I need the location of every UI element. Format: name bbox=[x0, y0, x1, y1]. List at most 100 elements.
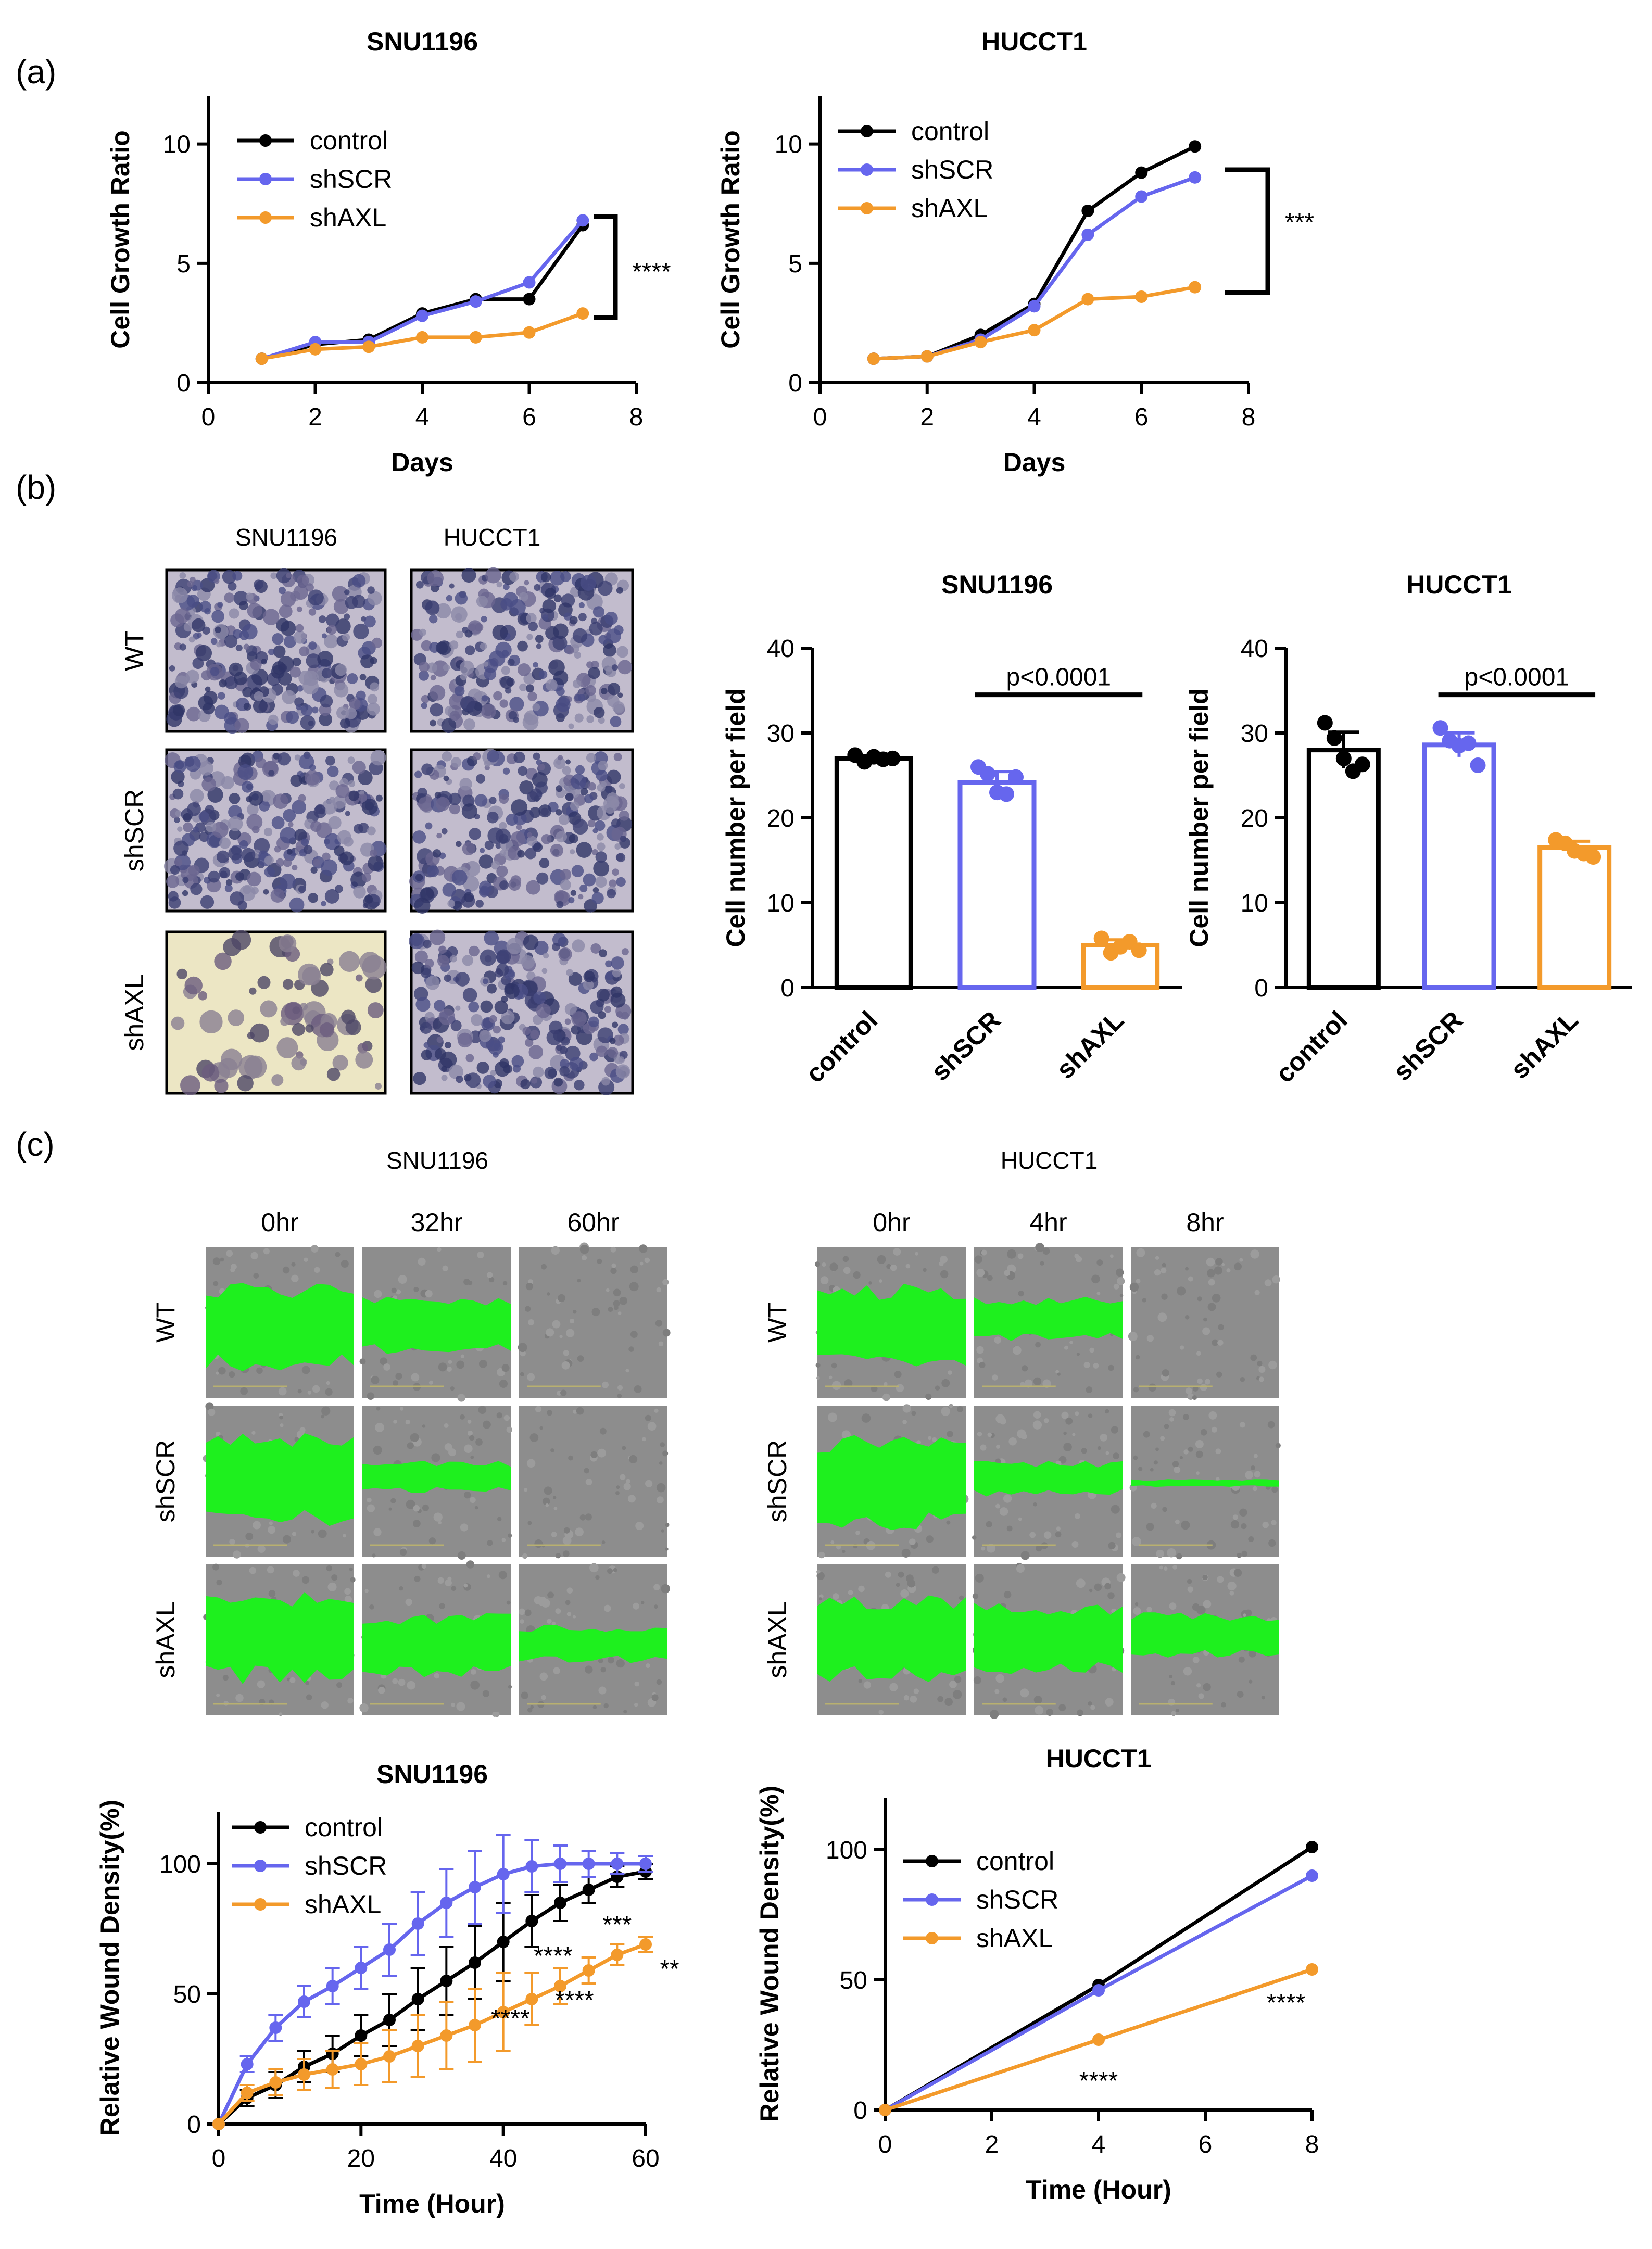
cell-texture bbox=[1089, 1347, 1094, 1353]
cell-blob bbox=[262, 609, 280, 626]
cell-blob bbox=[201, 777, 217, 792]
cell-blob bbox=[538, 804, 552, 818]
data-point-shAXL bbox=[639, 1938, 652, 1951]
cell-blob bbox=[506, 938, 523, 954]
data-point-control bbox=[355, 2029, 368, 2042]
y-tick-label: 10 bbox=[1241, 890, 1268, 917]
y-tick-label: 0 bbox=[1254, 975, 1268, 1002]
cell-blob bbox=[174, 675, 188, 689]
cell-texture bbox=[331, 1574, 338, 1581]
cell-texture bbox=[1172, 1461, 1179, 1468]
cell-blob bbox=[620, 836, 627, 842]
cell-texture bbox=[579, 1514, 586, 1521]
cell-blob bbox=[481, 695, 488, 702]
cell-blob bbox=[495, 969, 503, 978]
cell-texture bbox=[1016, 1564, 1025, 1573]
cell-texture bbox=[976, 1268, 985, 1277]
cell-texture bbox=[611, 1263, 616, 1268]
cell-texture bbox=[222, 1674, 229, 1681]
data-point-shAXL bbox=[554, 1980, 566, 1992]
cell-texture bbox=[521, 1691, 528, 1699]
cell-texture bbox=[1036, 1545, 1042, 1552]
cell-blob bbox=[450, 955, 457, 963]
cell-blob bbox=[280, 1017, 289, 1026]
cell-blob bbox=[532, 703, 540, 711]
cell-texture bbox=[396, 1289, 401, 1295]
cell-blob bbox=[560, 1059, 570, 1069]
cell-texture bbox=[434, 1673, 440, 1679]
cell-blob bbox=[247, 871, 261, 887]
cell-texture bbox=[987, 1275, 993, 1281]
cell-blob bbox=[434, 791, 442, 799]
cell-blob bbox=[292, 800, 306, 815]
cell-texture bbox=[816, 1572, 825, 1580]
cell-texture bbox=[1206, 1269, 1215, 1278]
cell-blob bbox=[519, 683, 527, 691]
cell-blob bbox=[186, 595, 200, 608]
data-point-shAXL bbox=[582, 1964, 595, 1977]
cell-texture bbox=[216, 1580, 222, 1586]
cell-blob bbox=[271, 1074, 284, 1086]
cell-texture bbox=[1033, 1502, 1037, 1507]
cell-texture bbox=[1032, 1420, 1042, 1430]
cell-texture bbox=[447, 1576, 452, 1581]
cell-blob bbox=[214, 578, 220, 584]
cell-texture bbox=[575, 1527, 584, 1537]
cell-blob bbox=[589, 622, 603, 636]
cell-texture bbox=[1128, 1332, 1138, 1342]
cell-blob bbox=[344, 613, 350, 620]
cell-texture bbox=[884, 1382, 888, 1386]
x-tick-label: 2 bbox=[985, 2131, 999, 2158]
cell-blob bbox=[583, 873, 596, 887]
cell-texture bbox=[327, 1582, 337, 1591]
cell-texture bbox=[488, 1277, 495, 1283]
cell-texture bbox=[522, 1553, 528, 1559]
cell-blob bbox=[430, 719, 436, 727]
cell-blob bbox=[375, 1083, 382, 1090]
cell-blob bbox=[586, 753, 596, 763]
cell-texture bbox=[310, 1245, 319, 1253]
cell-blob bbox=[185, 756, 201, 772]
cell-texture bbox=[467, 1430, 473, 1436]
cell-blob bbox=[611, 818, 621, 828]
cell-texture bbox=[877, 1255, 886, 1264]
cell-blob bbox=[354, 824, 363, 834]
cell-blob bbox=[446, 595, 453, 602]
data-point-shAXL bbox=[440, 2029, 453, 2042]
cell-blob bbox=[321, 668, 332, 679]
cell-blob bbox=[526, 880, 541, 895]
cell-blob bbox=[367, 586, 375, 594]
cell-texture bbox=[615, 1491, 620, 1495]
cell-blob bbox=[188, 865, 200, 877]
chart-title: SNU1196 bbox=[941, 570, 1053, 599]
cell-texture bbox=[913, 1688, 919, 1694]
cell-texture bbox=[1105, 1698, 1114, 1707]
legend-label: shAXL bbox=[305, 1890, 381, 1919]
cell-texture bbox=[1157, 1312, 1167, 1322]
cell-blob bbox=[274, 845, 281, 853]
cell-texture bbox=[634, 1385, 642, 1393]
cell-texture bbox=[973, 1676, 981, 1684]
cell-blob bbox=[572, 939, 585, 953]
cell-texture bbox=[1221, 1702, 1226, 1708]
cell-texture bbox=[498, 1571, 507, 1580]
cell-blob bbox=[578, 694, 586, 702]
cell-texture bbox=[528, 1319, 535, 1326]
cell-texture bbox=[987, 1544, 996, 1553]
cell-blob bbox=[420, 1022, 432, 1034]
cell-blob bbox=[425, 976, 440, 990]
cell-blob bbox=[349, 698, 361, 710]
cell-blob bbox=[367, 591, 382, 606]
cell-texture bbox=[1035, 1705, 1044, 1715]
cell-blob bbox=[419, 661, 430, 673]
cell-texture bbox=[444, 1423, 449, 1428]
cell-texture bbox=[1254, 1290, 1260, 1295]
x-tick-label: 0 bbox=[212, 2145, 226, 2172]
y-tick-label: 30 bbox=[1241, 720, 1268, 748]
cell-blob bbox=[327, 765, 339, 777]
cell-blob bbox=[415, 997, 431, 1012]
y-tick-label: 5 bbox=[176, 250, 191, 278]
chart-title: HUCCT1 bbox=[1406, 570, 1512, 599]
cell-blob bbox=[296, 704, 302, 711]
